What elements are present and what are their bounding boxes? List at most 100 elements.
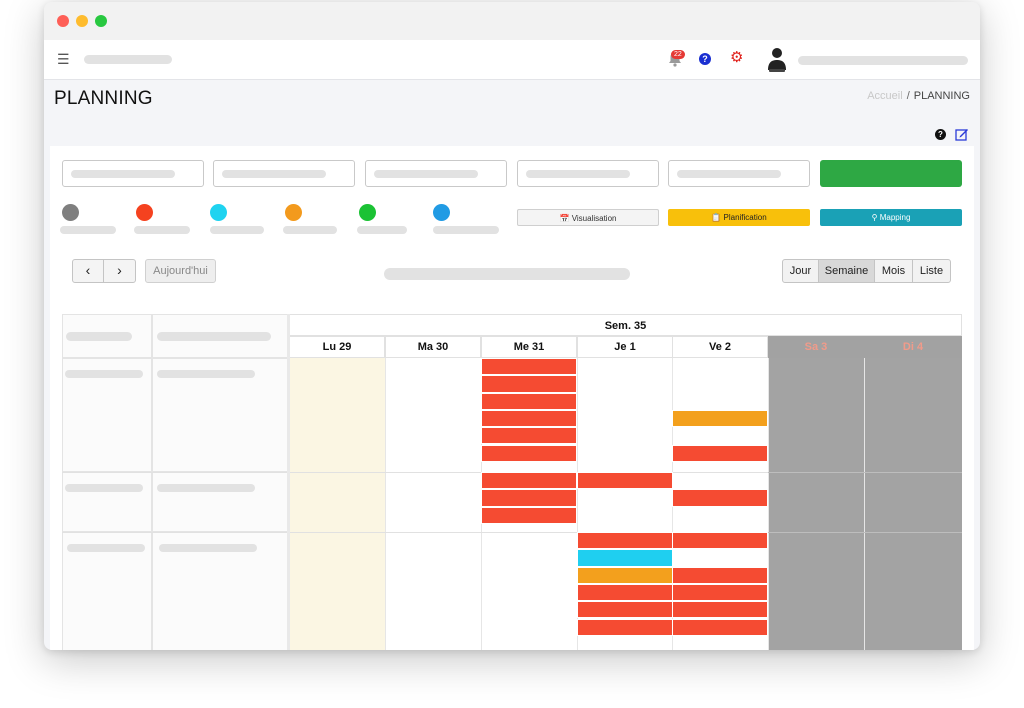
calendar-event[interactable] <box>481 409 577 428</box>
range-button-semaine[interactable]: Semaine <box>818 259 875 283</box>
resource-row-cell <box>62 358 152 472</box>
legend-item <box>357 204 419 236</box>
weekend-row-divider <box>768 472 962 473</box>
calendar-event[interactable] <box>481 375 577 393</box>
planification-label: Planification <box>723 213 767 222</box>
user-avatar-icon[interactable] <box>766 46 788 72</box>
app-name-placeholder <box>84 55 172 64</box>
resource-header-placeholder <box>66 332 132 341</box>
calendar-event[interactable] <box>481 358 577 376</box>
day-header: Me 31 <box>481 336 577 358</box>
calendar-event[interactable] <box>481 472 577 490</box>
filter-field-4-placeholder <box>526 170 630 178</box>
week-number-header: Sem. 35 <box>289 314 962 336</box>
legend-item <box>433 204 499 236</box>
calendar-event[interactable] <box>481 444 577 462</box>
next-week-button[interactable]: › <box>103 259 136 283</box>
filter-field-4[interactable] <box>517 160 659 187</box>
filter-field-1[interactable] <box>62 160 204 187</box>
page-help-icon[interactable]: ? <box>935 129 946 140</box>
filter-field-2[interactable] <box>213 160 355 187</box>
day-header: Ma 30 <box>385 336 481 358</box>
day-column[interactable] <box>289 358 385 650</box>
breadcrumb-home-link[interactable]: Accueil <box>867 90 903 102</box>
calendar-event[interactable] <box>672 618 768 636</box>
legend-item <box>283 204 345 236</box>
filter-field-3[interactable] <box>365 160 507 187</box>
calendar-event[interactable] <box>481 489 577 507</box>
calendar-event[interactable] <box>577 583 673 602</box>
legend-dot-gray <box>62 204 79 221</box>
legend-item <box>134 204 196 236</box>
breadcrumb-current: PLANNING <box>913 90 970 102</box>
calendar-event[interactable] <box>577 532 673 550</box>
calendar-event[interactable] <box>672 566 768 584</box>
calendar-event[interactable] <box>672 489 768 507</box>
mapping-button[interactable]: ⚲ Mapping <box>820 209 962 226</box>
calendar-event[interactable] <box>672 444 768 462</box>
visualisation-button[interactable]: 📅 Visualisation <box>517 209 659 226</box>
range-button-mois[interactable]: Mois <box>874 259 913 283</box>
day-column[interactable] <box>385 358 481 650</box>
today-button[interactable]: Aujourd'hui <box>145 259 216 283</box>
filter-field-2-placeholder <box>222 170 326 178</box>
calendar-event[interactable] <box>577 566 673 584</box>
submit-button[interactable] <box>820 160 962 187</box>
calendar-event[interactable] <box>481 506 577 524</box>
gear-icon[interactable]: ⚙ <box>730 49 744 66</box>
breadcrumb: Accueil / PLANNING <box>867 90 970 102</box>
app-window: ☰ 22 ? ⚙ PLANNING Accueil / PLANNING ? <box>44 2 980 650</box>
legend-item <box>60 204 122 236</box>
legend-label-placeholder <box>60 226 116 234</box>
calendar-event[interactable] <box>577 472 673 490</box>
range-button-jour[interactable]: Jour <box>782 259 819 283</box>
calendar-event[interactable] <box>577 618 673 636</box>
day-column[interactable] <box>577 358 673 650</box>
filter-field-5-placeholder <box>677 170 781 178</box>
legend-label-placeholder <box>357 226 407 234</box>
calendar-event[interactable] <box>672 601 768 619</box>
legend-label-placeholder <box>433 226 499 234</box>
legend-dot-orange <box>285 204 302 221</box>
day-header: Je 1 <box>577 336 673 358</box>
calendar-event[interactable] <box>481 392 577 410</box>
resource-detail-placeholder <box>157 370 255 378</box>
resource-header-cell <box>152 314 289 358</box>
day-header: Di 4 <box>864 336 962 358</box>
calendar-event[interactable] <box>672 409 768 428</box>
calendar-event[interactable] <box>672 532 768 550</box>
resource-name-placeholder <box>65 484 143 492</box>
previous-week-button[interactable]: ‹ <box>72 259 104 283</box>
calendar-event[interactable] <box>577 549 673 567</box>
edit-icon[interactable] <box>955 127 969 141</box>
legend-label-placeholder <box>283 226 337 234</box>
window-titlebar <box>44 2 980 40</box>
filter-field-3-placeholder <box>374 170 478 178</box>
day-header: Ve 2 <box>672 336 768 358</box>
date-range-title-placeholder <box>384 268 630 280</box>
notification-count-badge: 22 <box>671 50 685 59</box>
legend-label-placeholder <box>134 226 190 234</box>
calendar-event[interactable] <box>481 427 577 445</box>
resource-name-placeholder <box>67 544 145 552</box>
help-icon[interactable]: ? <box>699 53 711 65</box>
hamburger-menu-icon[interactable]: ☰ <box>57 51 70 67</box>
filter-field-5[interactable] <box>668 160 810 187</box>
day-column[interactable] <box>768 358 864 650</box>
planning-card: 📅 Visualisation 📋 Planification ⚲ Mappin… <box>50 146 974 650</box>
minimize-window-button[interactable] <box>76 15 88 27</box>
calendar-event[interactable] <box>672 583 768 602</box>
resource-header-placeholder <box>157 332 271 341</box>
row-divider <box>62 532 962 533</box>
page-title: PLANNING <box>54 88 153 109</box>
maximize-window-button[interactable] <box>95 15 107 27</box>
close-window-button[interactable] <box>57 15 69 27</box>
resource-detail-placeholder <box>159 544 257 552</box>
day-column[interactable] <box>864 358 962 650</box>
visualisation-label: Visualisation <box>571 214 617 223</box>
planification-button[interactable]: 📋 Planification <box>668 209 810 226</box>
range-button-liste[interactable]: Liste <box>912 259 951 283</box>
resource-name-placeholder <box>65 370 143 378</box>
calendar-event[interactable] <box>577 601 673 619</box>
legend-dot-blue <box>433 204 450 221</box>
